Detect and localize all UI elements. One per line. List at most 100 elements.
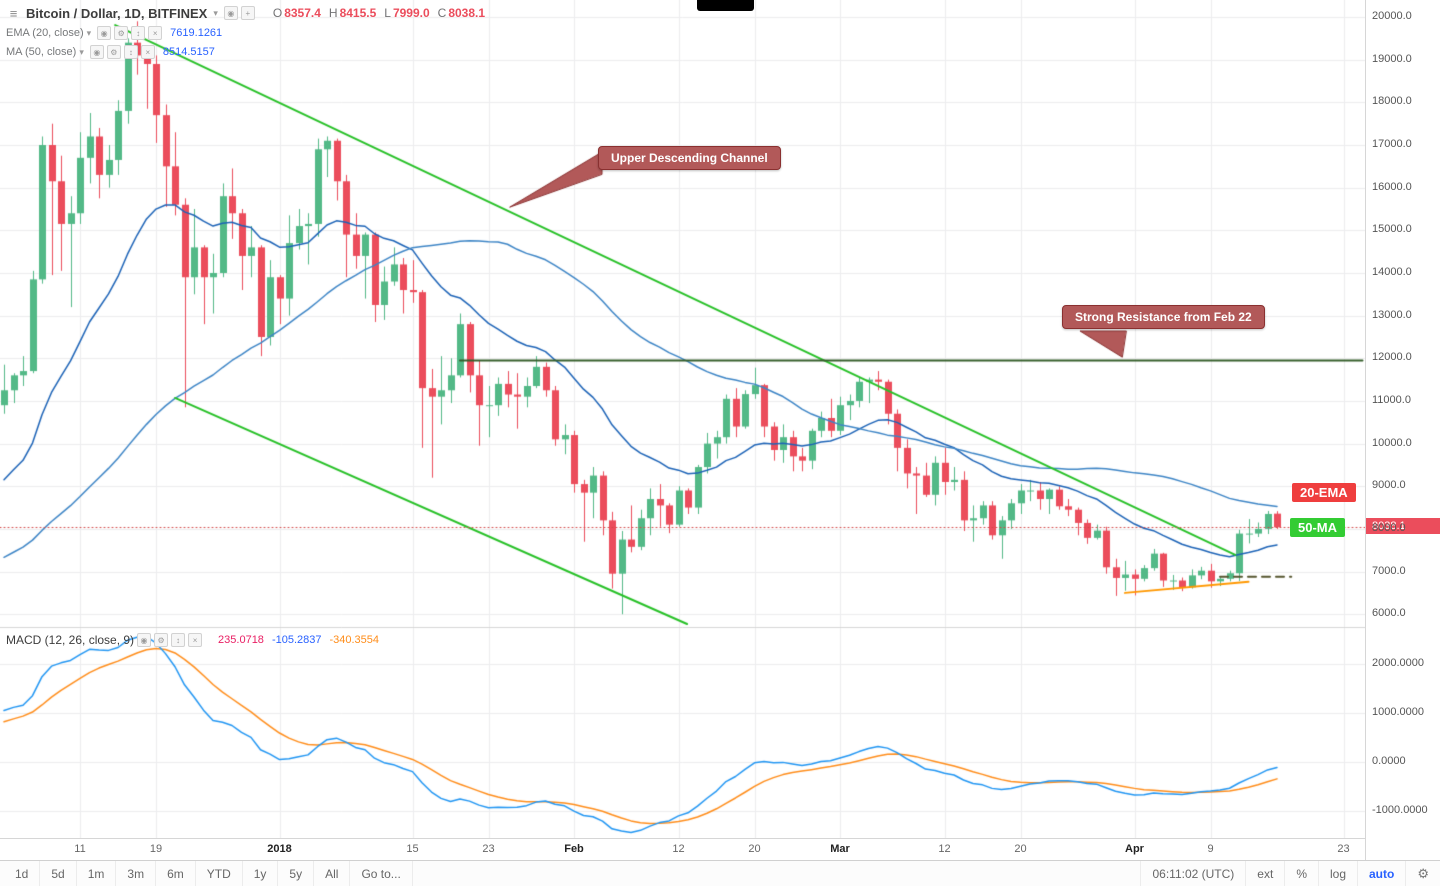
eye-icon[interactable] [223,6,238,20]
ema20-tag[interactable]: 20-EMA [1292,483,1356,502]
indicator-ema20-value: 7619.1261 [170,27,223,39]
price-axis-label: 18000.0 [1372,95,1412,108]
price-axis-label: 8000.0 [1372,521,1406,534]
time-axis-label: 23 [482,843,495,855]
time-axis-label: 9 [1207,843,1214,855]
range-5y[interactable]: 5y [278,861,315,886]
callout-upper-descending-channel[interactable]: Upper Descending Channel [598,146,781,170]
eye-icon[interactable] [89,45,104,59]
clock-utc[interactable]: 06:11:02 (UTC) [1140,861,1247,886]
symbol-title[interactable]: Bitcoin / Dollar, 1D, BITFINEX [26,5,208,21]
close-icon[interactable] [140,45,155,59]
high-value: 8415.5 [339,6,377,20]
chevron-down-icon[interactable] [79,47,84,58]
chart-canvas[interactable] [0,0,1365,838]
goto-button[interactable]: Go to... [350,861,413,886]
percent-scale-toggle[interactable]: % [1285,861,1319,886]
price-axis-label: 12000.0 [1372,351,1412,364]
screen-artifact [697,0,754,11]
bottom-toolbar: 1d 5d 1m 3m 6m YTD 1y 5y All Go to... 06:11:02 (… [0,860,1440,886]
gear-icon[interactable] [106,45,121,59]
time-axis-label: 15 [406,843,419,855]
time-axis[interactable]: 11 19 2018 15 23 Feb 12 20 Mar 12 20 Apr 9 23 [0,838,1365,860]
range-6m[interactable]: 6m [156,861,196,886]
arrows-icon[interactable] [131,26,146,40]
price-axis-label: 16000.0 [1372,180,1412,193]
range-1d[interactable]: 1d [4,861,41,886]
time-axis-label: 11 [74,843,86,855]
ohlc-readout: O 8357.4 H 8415.5 L 7999.0 C 8038.1 [265,6,485,20]
open-label: O [272,6,283,20]
macd-axis-label: 1000.0000 [1372,706,1424,718]
range-All[interactable]: All [314,861,351,886]
macd-legend: MACD (12, 26, close, 9) 235.0718 -105.28… [6,633,379,647]
time-axis-label: 23 [1337,843,1350,855]
arrows-icon[interactable] [123,45,138,59]
time-axis-label: 20 [748,843,761,855]
eye-icon[interactable] [137,633,152,647]
high-label: H [328,6,338,20]
time-axis-label: Mar [830,843,850,855]
indicator-ema20-label[interactable]: EMA (20, close) [6,27,84,39]
close-value: 8038.1 [448,6,486,20]
chevron-down-icon[interactable] [87,28,92,39]
macd-axis-label: -1000.0000 [1372,804,1428,816]
macd-indicator-label[interactable]: MACD (12, 26, close, 9) [6,633,135,647]
log-scale-toggle[interactable]: log [1319,861,1358,886]
low-label: L [384,6,391,20]
add-icon[interactable] [240,6,255,20]
open-value: 8357.4 [284,6,321,20]
price-axis-label: 14000.0 [1372,265,1412,278]
macd-signal-value: -340.3554 [329,634,380,646]
callout-strong-resistance[interactable]: Strong Resistance from Feb 22 [1062,305,1265,329]
time-axis-label: Apr [1125,843,1144,855]
price-axis-label: 13000.0 [1372,308,1412,321]
ma50-tag[interactable]: 50-MA [1290,518,1346,537]
gear-icon[interactable] [114,26,129,40]
range-buttons: 1d 5d 1m 3m 6m YTD 1y 5y All [4,861,351,886]
chart-legend: Bitcoin / Dollar, 1D, BITFINEX O 8357.4 … [6,4,485,60]
arrows-icon[interactable] [171,633,186,647]
price-axis-label: 10000.0 [1372,436,1412,449]
price-axis-label: 11000.0 [1372,393,1411,406]
time-axis-label: 12 [938,843,951,855]
toolbar-spacer [413,861,1141,886]
time-axis-label: 12 [672,843,685,855]
macd-axis-label: 2000.0000 [1372,657,1424,669]
range-5d[interactable]: 5d [40,861,77,886]
chart-menu-icon[interactable] [6,6,21,21]
eye-icon[interactable] [97,26,112,40]
time-axis-label: 2018 [267,843,292,855]
price-axis-label: 20000.0 [1372,10,1412,23]
chevron-down-icon[interactable] [213,8,218,19]
auto-scale-toggle[interactable]: auto [1358,861,1407,886]
price-axis[interactable]: 8038.1 20000.0 19000.0 18000.0 17000.0 16000… [1365,0,1440,860]
price-axis-label: 6000.0 [1372,607,1406,620]
indicator-ma50-label[interactable]: MA (50, close) [6,46,77,58]
gear-icon[interactable] [154,633,169,647]
range-1m[interactable]: 1m [77,861,117,886]
macd-values: 235.0718 -105.2837 -340.3554 [210,634,379,646]
range-1y[interactable]: 1y [243,861,279,886]
price-axis-label: 15000.0 [1372,223,1412,236]
indicator-ma50-value: 8514.5157 [162,46,215,58]
time-axis-label: 20 [1014,843,1027,855]
macd-histogram-value: 235.0718 [218,634,264,646]
macd-axis-label: 0.0000 [1372,755,1406,767]
time-axis-label: 19 [149,843,163,855]
price-axis-label: 7000.0 [1372,564,1406,577]
range-3m[interactable]: 3m [116,861,157,886]
price-axis-label: 17000.0 [1372,138,1412,151]
close-icon[interactable] [148,26,163,40]
ext-toggle[interactable]: ext [1246,861,1286,886]
macd-line-value: -105.2837 [271,634,322,646]
last-price-tag: 8038.1 [1366,518,1440,535]
price-axis-label: 19000.0 [1372,52,1412,65]
close-label: C [437,6,447,20]
close-icon[interactable] [188,633,203,647]
time-axis-label: Feb [564,843,584,855]
low-value: 7999.0 [392,6,430,20]
range-YTD[interactable]: YTD [196,861,243,886]
settings-gear-icon[interactable] [1406,861,1440,886]
